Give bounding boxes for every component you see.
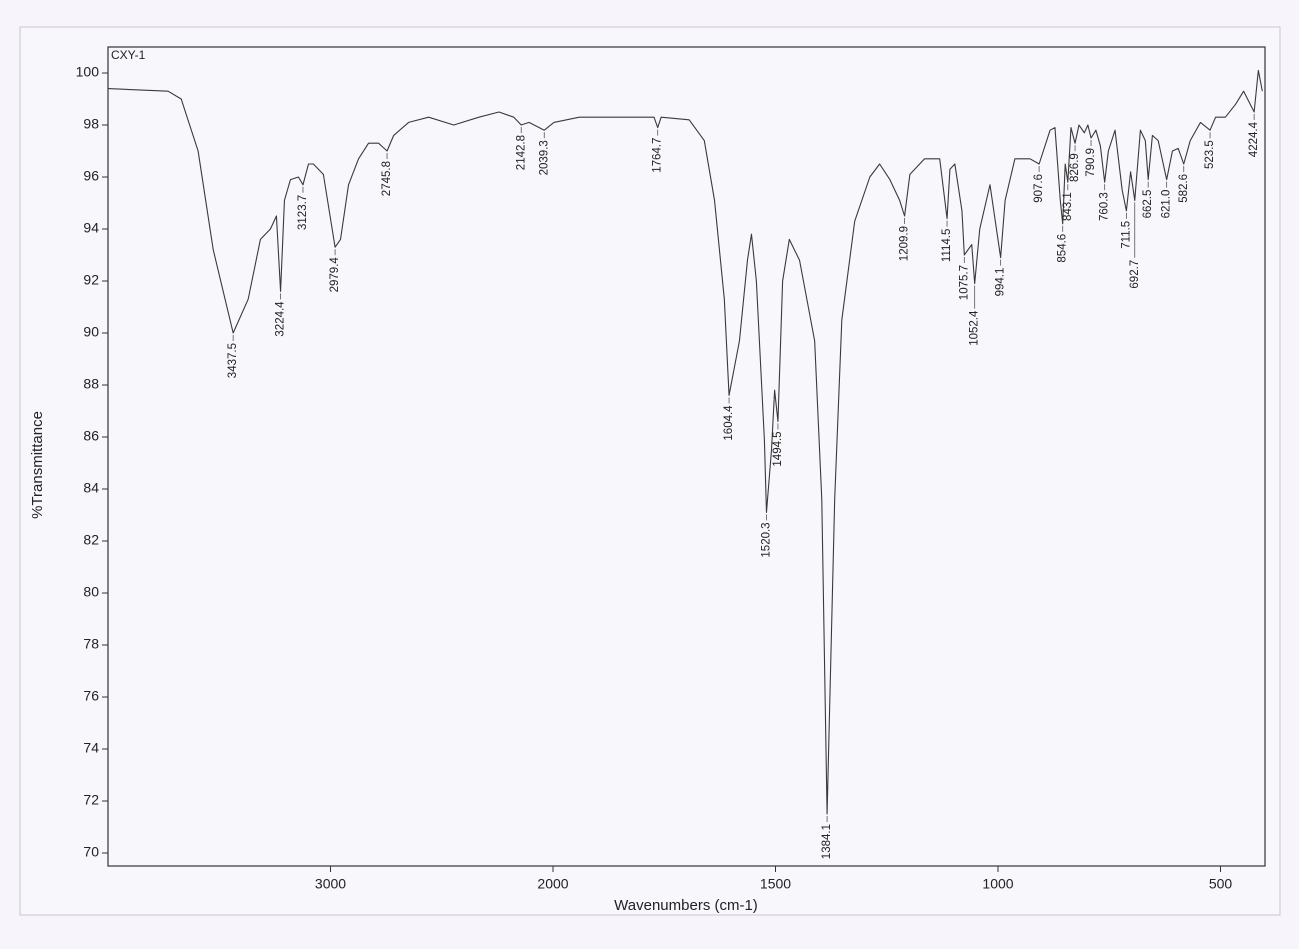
y-tick-label: 80 xyxy=(83,584,99,600)
y-tick-label: 74 xyxy=(83,740,99,756)
peak-label: 1075.7 xyxy=(958,265,970,300)
peak-label: 1114.5 xyxy=(941,229,953,262)
x-tick-label: 1000 xyxy=(982,876,1013,892)
sample-name: CXY-1 xyxy=(111,48,146,62)
y-tick-label: 88 xyxy=(83,376,99,392)
y-tick-label: 90 xyxy=(83,324,99,340)
peak-label: 854.6 xyxy=(1057,234,1069,263)
y-tick-label: 94 xyxy=(83,220,99,236)
peak-label: 2745.8 xyxy=(381,161,393,196)
peak-label: 621.0 xyxy=(1161,190,1173,219)
peak-label: 1494.5 xyxy=(772,431,784,466)
y-tick-label: 84 xyxy=(83,480,99,496)
peak-label: 843.1 xyxy=(1062,192,1074,221)
peak-label: 582.6 xyxy=(1178,174,1190,203)
x-axis-label: Wavenumbers (cm-1) xyxy=(614,897,758,914)
peak-label: 760.3 xyxy=(1099,192,1111,221)
peak-label: 1209.9 xyxy=(899,226,911,261)
page-border xyxy=(19,26,1281,916)
peak-label: 662.5 xyxy=(1142,190,1154,219)
peak-label: 692.7 xyxy=(1129,260,1141,289)
y-tick-label: 96 xyxy=(83,168,99,184)
y-tick-label: 100 xyxy=(76,64,100,80)
y-tick-label: 70 xyxy=(83,844,99,860)
x-tick-label: 500 xyxy=(1209,876,1233,892)
peak-label: 826.9 xyxy=(1069,153,1081,182)
y-tick-label: 98 xyxy=(83,116,99,132)
peak-label: 1520.3 xyxy=(760,522,772,557)
y-axis-label: %Transmittance xyxy=(29,411,46,519)
peak-label: 2979.4 xyxy=(329,257,341,293)
peak-label: 2039.3 xyxy=(538,140,550,175)
plot-frame xyxy=(107,46,1266,867)
peak-label: 3437.5 xyxy=(227,343,239,378)
peak-label: 3123.7 xyxy=(297,195,309,230)
peak-label: 523.5 xyxy=(1204,140,1216,169)
peak-label: 1604.4 xyxy=(723,405,735,441)
peak-label: 2142.8 xyxy=(515,135,527,170)
peak-label: 790.9 xyxy=(1085,148,1097,177)
y-tick-label: 86 xyxy=(83,428,99,444)
y-tick-label: 78 xyxy=(83,636,99,652)
x-tick-label: 1500 xyxy=(760,876,791,892)
spectrum-line xyxy=(107,69,1263,815)
peak-label: 994.1 xyxy=(995,268,1007,297)
y-tick-label: 92 xyxy=(83,272,99,288)
peak-label: 1764.7 xyxy=(652,138,664,173)
peak-label: 907.6 xyxy=(1033,174,1045,203)
y-tick-label: 72 xyxy=(83,792,99,808)
y-tick-label: 76 xyxy=(83,688,99,704)
x-tick-label: 2000 xyxy=(537,876,568,892)
peak-label: 4224.4 xyxy=(1248,121,1260,157)
peak-label: 711.5 xyxy=(1120,221,1132,249)
y-tick-label: 82 xyxy=(83,532,99,548)
peak-label: 3224.4 xyxy=(275,301,287,337)
peak-label: 1384.1 xyxy=(821,824,833,859)
x-tick-label: 3000 xyxy=(315,876,346,892)
peak-label: 1052.4 xyxy=(969,310,981,346)
